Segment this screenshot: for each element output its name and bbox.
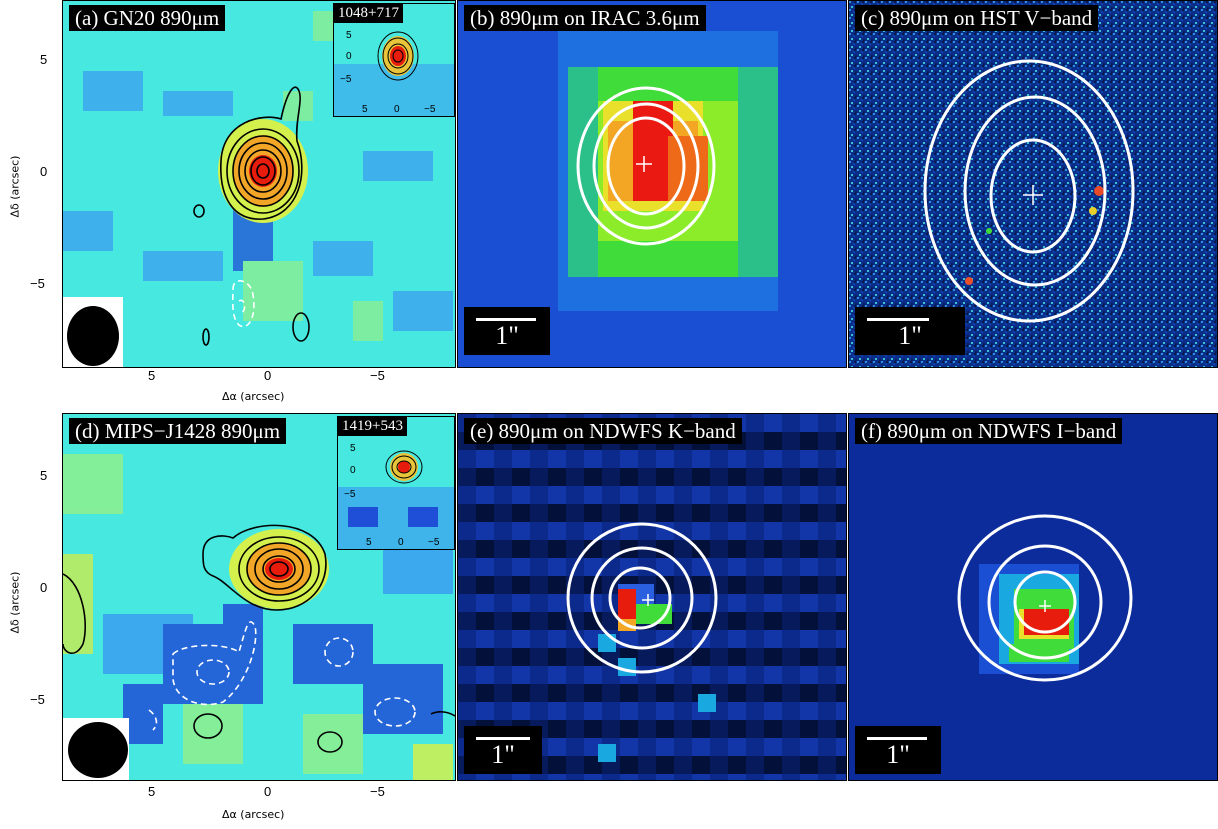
scale-bar-line (476, 318, 536, 321)
panel-d-label: (d) MIPS−J1428 890μm (69, 418, 287, 444)
x-axis-title-a: Δα (arcsec) (222, 390, 285, 403)
scale-bar-label: 1" (898, 321, 922, 350)
panel-b-label: (b) 890μm on IRAC 3.6μm (464, 5, 706, 31)
scale-bar-line (867, 737, 927, 740)
x-tick-5-a: 5 (148, 368, 156, 383)
panel-e-kband-overlay: (e) 890μm on NDWFS K−band 1" (457, 413, 847, 781)
scale-bar-line (476, 737, 530, 740)
panel-f-iband-overlay: (f) 890μm on NDWFS I−band 1" (848, 413, 1218, 781)
svg-text:−5: −5 (428, 537, 440, 548)
y-axis-title-a: Δδ (arcsec) (8, 155, 22, 218)
panel-a-inset: 0 5 −5 5 0 −5 1048+717 (333, 3, 455, 117)
panel-c-image (849, 1, 1217, 367)
scale-bar-label: 1" (495, 321, 519, 350)
panel-e-label: (e) 890μm on NDWFS K−band (464, 418, 742, 444)
y-axis-title-d: Δδ (arcsec) (8, 571, 22, 634)
panel-d-image (63, 414, 455, 780)
svg-text:−5: −5 (340, 74, 352, 85)
y-tick-5-a: 5 (40, 52, 48, 67)
panel-f-image (849, 414, 1217, 780)
svg-text:5: 5 (346, 30, 352, 41)
svg-text:−5: −5 (344, 489, 356, 500)
panel-a-gn20-map: (a) GN20 890μm 0 5 −5 5 0 −5 1048+717 (62, 0, 456, 368)
y-tick-0-d: 0 (40, 580, 48, 595)
panel-b-image (458, 1, 846, 367)
y-tick-5-d: 5 (40, 468, 48, 483)
panel-b-scale-bar: 1" (464, 307, 550, 355)
x-tick-m5-d: −5 (370, 784, 385, 799)
x-axis-title-d: Δα (arcsec) (222, 808, 285, 821)
svg-text:0: 0 (398, 537, 404, 548)
x-tick-5-d: 5 (148, 784, 156, 799)
svg-text:−5: −5 (424, 104, 436, 115)
panel-e-image (458, 414, 846, 780)
panel-f-label: (f) 890μm on NDWFS I−band (855, 418, 1123, 444)
panel-d-mips-map: (d) MIPS−J1428 890μm 5 0 −5 5 0 −5 1419+… (62, 413, 456, 781)
x-tick-m5-a: −5 (370, 368, 385, 383)
panel-e-scale-bar: 1" (464, 726, 542, 774)
svg-text:5: 5 (350, 443, 356, 454)
svg-text:5: 5 (366, 537, 372, 548)
y-tick-m5-a: −5 (30, 276, 45, 291)
panel-c-scale-bar: 1" (855, 307, 965, 355)
y-tick-m5-d: −5 (30, 692, 45, 707)
x-tick-0-d: 0 (264, 784, 272, 799)
scale-bar-label: 1" (886, 740, 910, 769)
panel-a-inset-label: 1048+717 (334, 4, 403, 23)
x-tick-0-a: 0 (264, 368, 272, 383)
svg-text:0: 0 (394, 104, 400, 115)
panel-c-hst-overlay: (c) 890μm on HST V−band 1" (848, 0, 1218, 368)
svg-text:0: 0 (350, 465, 356, 476)
scale-bar-label: 1" (491, 740, 515, 769)
panel-c-label: (c) 890μm on HST V−band (855, 5, 1099, 31)
scale-bar-line (867, 318, 929, 321)
panel-d-inset: 5 0 −5 5 0 −5 1419+543 (337, 416, 455, 550)
svg-text:5: 5 (362, 104, 368, 115)
panel-d-inset-label: 1419+543 (338, 417, 407, 436)
panel-a-label: (a) GN20 890μm (69, 5, 226, 31)
y-tick-0-a: 0 (40, 164, 48, 179)
svg-text:0: 0 (346, 51, 352, 62)
panel-d-inset-image: 5 0 −5 5 0 −5 (338, 417, 454, 549)
panel-b-irac-overlay: (b) 890μm on IRAC 3.6μm 1" (457, 0, 847, 368)
panel-f-scale-bar: 1" (855, 726, 941, 774)
